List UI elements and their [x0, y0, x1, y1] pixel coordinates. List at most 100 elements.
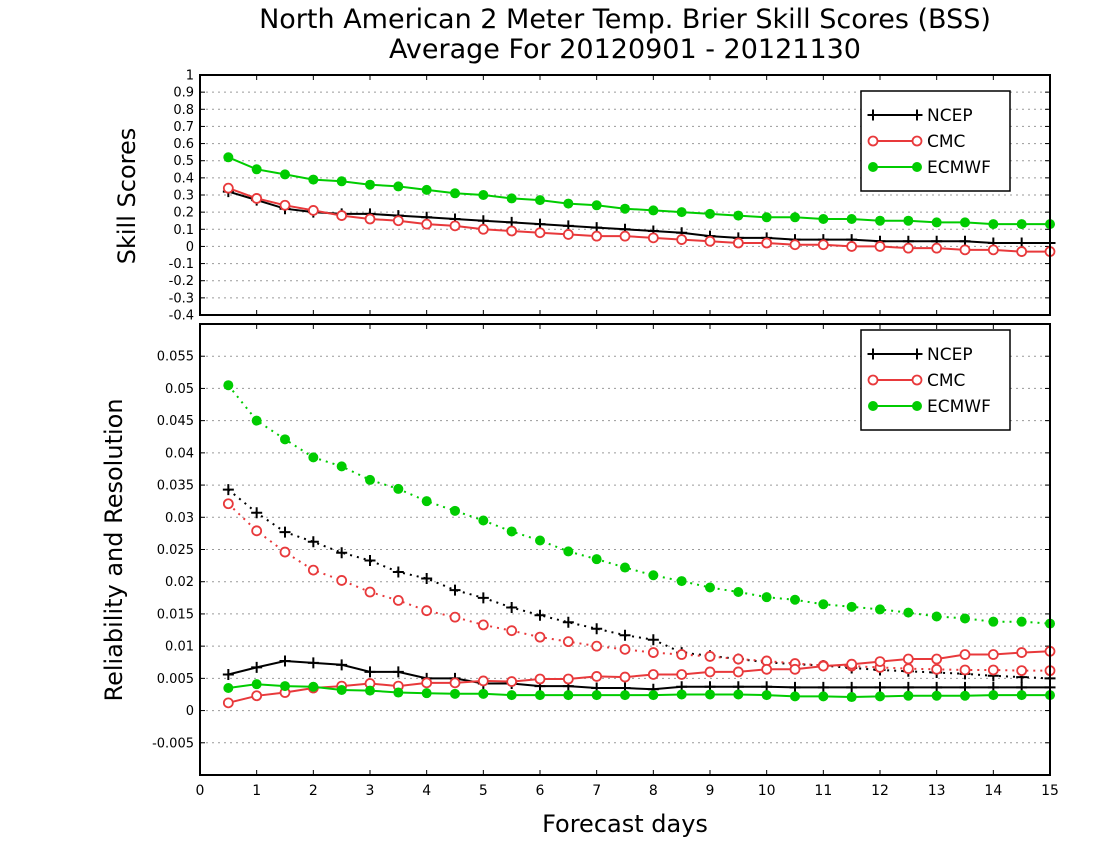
top-y-tick-label: 0.3: [173, 189, 194, 204]
bottom-ecmwf-point: [393, 687, 404, 698]
bottom-y-tick-label: 0.055: [157, 350, 194, 365]
bottom-cmc-point: [732, 666, 744, 678]
top-ecmwf-point: [846, 214, 857, 224]
bottom-ecmwf-point: [223, 380, 234, 391]
bottom-ecmwf-point: [563, 690, 574, 701]
top-cmc-point: [307, 205, 319, 216]
top-cmc-point: [732, 237, 744, 249]
bottom-cmc-point: [222, 498, 234, 510]
bottom-cmc-point: [364, 586, 376, 598]
top-y-tick-label: 1: [186, 69, 194, 84]
x-tick-label: 6: [536, 783, 545, 799]
top-legend-label-ncep: NCEP: [927, 106, 973, 126]
bottom-ecmwf-point: [620, 562, 630, 573]
top-ecmwf-point: [818, 214, 829, 224]
bottom-ncep-point: [591, 623, 603, 635]
top-legend-label-cmc: CMC: [927, 132, 965, 152]
bottom-cmc-point: [591, 640, 603, 652]
bottom-ecmwf-point: [620, 690, 630, 701]
bottom-ecmwf-point: [648, 570, 659, 581]
top-cmc-point: [449, 220, 461, 232]
bottom-ncep-point: [421, 572, 433, 584]
bottom-ecmwf-point: [365, 474, 375, 485]
bottom-y-tick-label: 0.05: [165, 382, 194, 397]
top-cmc-point: [392, 215, 404, 227]
bottom-legend-label-cmc: CMC: [927, 371, 965, 391]
bottom-cmc-point: [619, 643, 631, 655]
bottom-ecmwf-point: [308, 452, 319, 463]
top-ecmwf-point: [421, 184, 432, 195]
bottom-y-tick-label: 0.015: [157, 607, 194, 622]
bottom-cmc-point: [534, 673, 546, 685]
top-cmc-point: [647, 232, 659, 244]
bottom-ncep-point: [477, 592, 489, 604]
bottom-ecmwf-point: [535, 690, 545, 701]
bottom-cmc-point: [1016, 647, 1028, 658]
bottom-ecmwf-point: [506, 526, 517, 537]
top-cmc-point: [279, 199, 291, 211]
top-y-tick-label: 0.6: [173, 137, 194, 152]
bottom-ecmwf-point: [818, 691, 829, 702]
top-cmc-point: [591, 230, 603, 242]
bottom-ecmwf-point: [988, 690, 999, 701]
bottom-ecmwf-point: [450, 505, 460, 516]
top-cmc-point: [789, 239, 801, 251]
bottom-ecmwf-point: [591, 690, 602, 701]
figure-title-line2: Average For 20120901 - 20121130: [389, 34, 861, 65]
bottom-ncep-point: [392, 566, 404, 578]
bottom-ecmwf-point: [421, 688, 432, 699]
bottom-y-tick-label: 0.005: [157, 672, 194, 687]
bottom-ncep-point: [817, 681, 829, 693]
x-tick-label: 14: [984, 783, 1002, 799]
reliability-resolution-panel: -0.005 0 0.005 0.01 0.015 0.02 0.025 0.03 0.035 0…: [152, 323, 1059, 799]
bottom-cmc-point: [931, 663, 943, 675]
bottom-series-ecmwf-dotted: [223, 380, 1055, 629]
top-ecmwf-point: [705, 208, 715, 219]
top-ecmwf-point: [478, 190, 489, 200]
top-ecmwf-point: [563, 198, 574, 209]
bottom-cmc-point: [222, 697, 234, 709]
bottom-series-ncep-dotted: [222, 484, 1056, 684]
bottom-legend-box: [860, 329, 1011, 431]
bottom-ncep-point: [789, 681, 801, 693]
top-y-tick-label: -0.2: [169, 274, 194, 289]
bottom-panel-y-axis-label: Reliability and Resolution: [100, 398, 128, 701]
top-ecmwf-point: [308, 174, 319, 185]
bottom-ncep-point: [279, 655, 291, 667]
top-series-ecmwf-solid: [223, 152, 1055, 230]
bottom-ecmwf-point: [988, 616, 999, 627]
top-ecmwf-point: [450, 188, 460, 199]
top-y-tick-label: 0.1: [173, 223, 194, 238]
top-y-tick-label: -0.3: [169, 291, 194, 306]
top-cmc-point: [619, 230, 631, 242]
bottom-ecmwf-point: [761, 592, 772, 603]
top-legend-item-cmc: CMC: [867, 132, 965, 152]
bottom-ncep-point: [874, 681, 886, 693]
top-ecmwf-point: [960, 217, 970, 228]
bottom-ecmwf-point: [931, 690, 942, 701]
bottom-ecmwf-point: [591, 554, 602, 565]
bottom-ecmwf-point: [563, 546, 574, 557]
bottom-ecmwf-point: [931, 611, 942, 622]
bottom-ncep-point: [364, 666, 376, 678]
bottom-ncep-point: [222, 668, 234, 680]
bottom-cmc-point: [789, 663, 801, 675]
top-cmc-point: [676, 234, 688, 245]
bottom-cmc-point: [732, 653, 744, 665]
bottom-cmc-point: [817, 660, 829, 672]
top-legend-item-ncep: NCEP: [867, 106, 973, 126]
top-legend-marker: [867, 135, 879, 147]
bottom-ncep-point: [279, 526, 291, 538]
bottom-ecmwf-point: [818, 599, 829, 610]
bottom-ecmwf-point: [251, 415, 262, 426]
bottom-cmc-line: [227, 503, 1050, 672]
bottom-cmc-point: [987, 664, 999, 676]
bottom-legend-item-ncep: NCEP: [867, 345, 973, 365]
bottom-ecmwf-point: [223, 683, 234, 694]
bottom-ecmwf-point: [903, 690, 914, 701]
top-cmc-point: [987, 244, 999, 256]
top-ecmwf-point: [676, 207, 687, 218]
bottom-cmc-point: [251, 525, 263, 537]
bottom-cmc-point: [959, 649, 971, 660]
bottom-legend-marker: [867, 348, 879, 360]
